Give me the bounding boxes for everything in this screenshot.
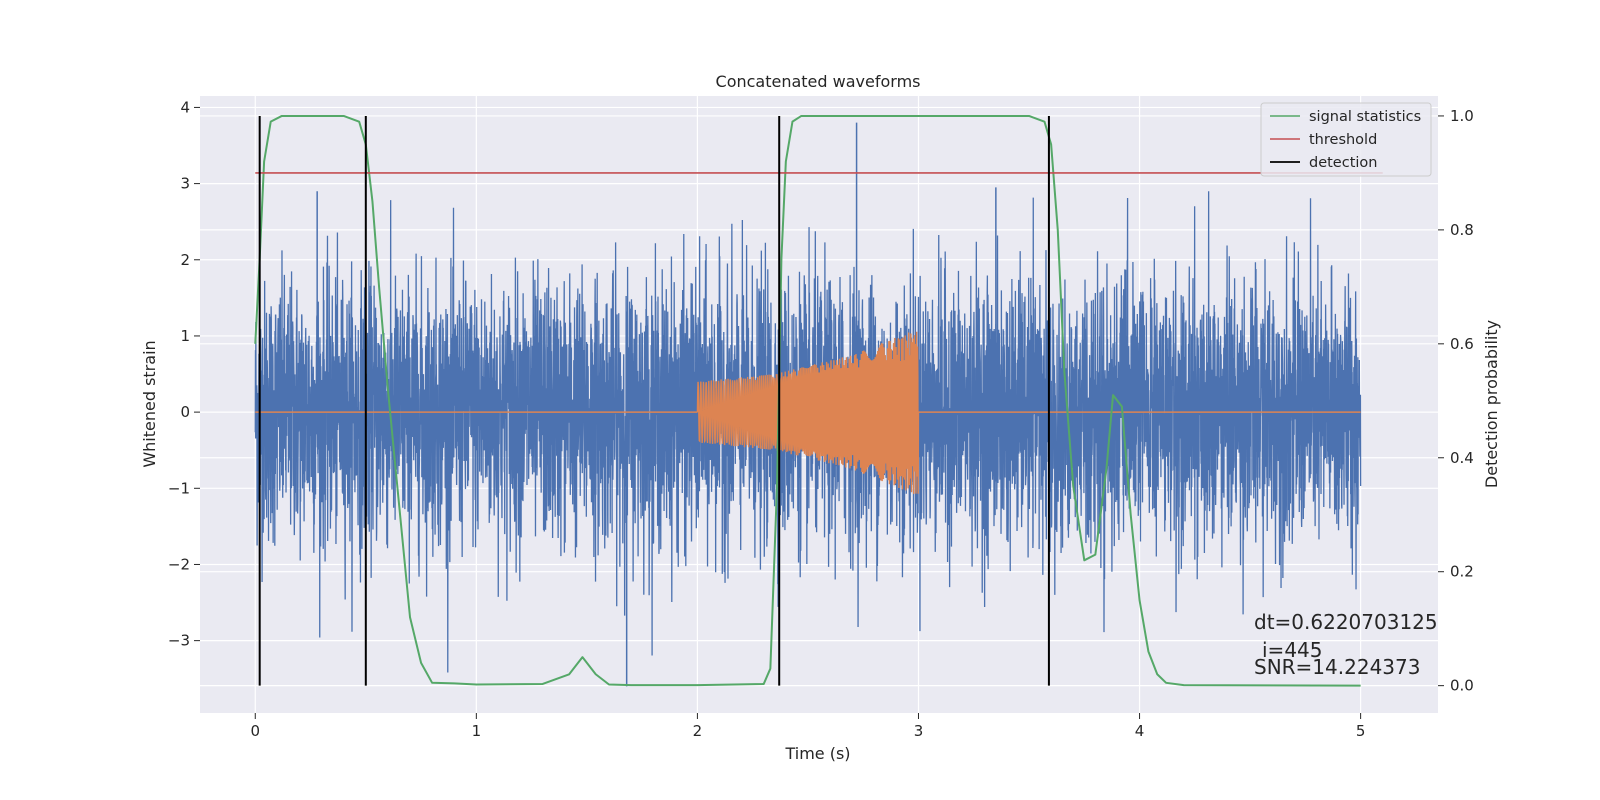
- legend-label-detection: detection: [1309, 155, 1377, 171]
- legend-box: [1260, 102, 1432, 177]
- x-tick-label-0: 0: [250, 722, 260, 740]
- y-tick-label--2: −2: [168, 555, 190, 573]
- y-tick-label-1: 1: [180, 327, 190, 345]
- y-tick-label-2: 2: [180, 251, 190, 269]
- x-tick-label-4: 4: [1135, 722, 1145, 740]
- annotation-dt: dt=0.6220703125: [1254, 610, 1438, 634]
- y-right-tick-label-0.6: 0.6: [1450, 335, 1474, 353]
- legend-label-threshold: threshold: [1309, 132, 1377, 148]
- x-tick-label-2: 2: [693, 722, 703, 740]
- y-right-tick-label-0: 0.0: [1450, 677, 1474, 695]
- y-right-tick-label-0.8: 0.8: [1450, 221, 1474, 239]
- injection-series: [255, 331, 1361, 494]
- y-right-tick-label-0.2: 0.2: [1450, 563, 1474, 581]
- y-tick-label--3: −3: [168, 632, 190, 650]
- y-right-tick-label-1: 1.0: [1450, 107, 1474, 125]
- y-right-tick-label-0.4: 0.4: [1450, 449, 1474, 467]
- y-tick-label-0: 0: [180, 403, 190, 421]
- y-tick-label-4: 4: [180, 98, 190, 116]
- x-axis-label: Time (s): [784, 744, 850, 763]
- x-tick-label-1: 1: [472, 722, 482, 740]
- legend-label-signal-statistics: signal statistics: [1309, 109, 1421, 125]
- x-tick-label-5: 5: [1356, 722, 1366, 740]
- y-axis-label-right: Detection probability: [1482, 320, 1501, 488]
- y-tick-label-3: 3: [180, 175, 190, 193]
- legend: signal statistics threshold detection: [1260, 102, 1432, 177]
- chart-title: Concatenated waveforms: [716, 72, 921, 91]
- y-axis-label: Whitened strain: [140, 340, 159, 467]
- annotation-snr: SNR=14.224373: [1254, 655, 1420, 679]
- y-tick-label--1: −1: [168, 479, 190, 497]
- injection-line: [255, 331, 1361, 494]
- x-tick-label-3: 3: [914, 722, 924, 740]
- annotation-i: i=445: [1262, 638, 1323, 662]
- axis-ticks: 0 1 2 3 4 5 −3 −2 −1 0 1 2 3 4 0.0 0.2 0.4 0.6 0.8 1.0: [168, 98, 1474, 740]
- detection-series: [258, 115, 1050, 686]
